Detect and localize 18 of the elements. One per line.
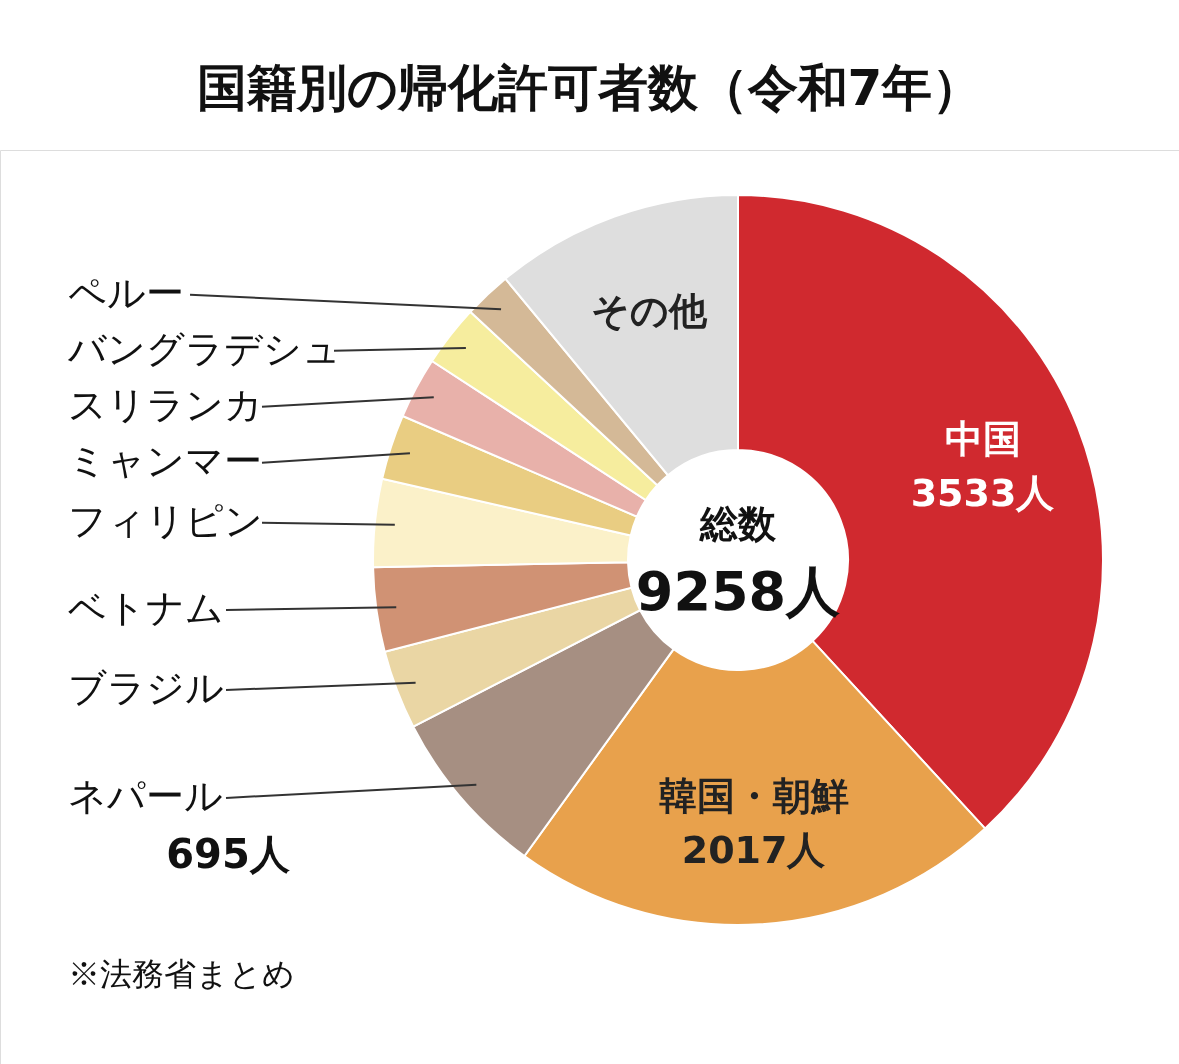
slice-label: ネパール	[68, 773, 223, 818]
data-label: 2017人	[681, 828, 826, 873]
slice-label: ブラジル	[68, 665, 224, 710]
slice-label: ミャンマー	[68, 438, 262, 483]
text: 9258人	[635, 560, 841, 623]
slice-label: フィリピン	[68, 498, 263, 543]
text: 総数	[699, 502, 777, 546]
slice-label: 韓国・朝鮮	[658, 774, 849, 819]
text: ※法務省まとめ	[68, 955, 295, 993]
slice-label: スリランカ	[68, 382, 263, 427]
slice-label: バングラデシュ	[67, 326, 341, 371]
slice-label: ペルー	[68, 270, 184, 315]
chart-title: 国籍別の帰化許可者数（令和7年）	[196, 59, 983, 117]
data-label: 695人	[166, 830, 291, 877]
slice-label: 中国	[944, 416, 1021, 461]
data-label: 3533人	[910, 470, 1055, 515]
slice-label: ベトナム	[68, 585, 224, 630]
slice-label: その他	[591, 289, 709, 334]
